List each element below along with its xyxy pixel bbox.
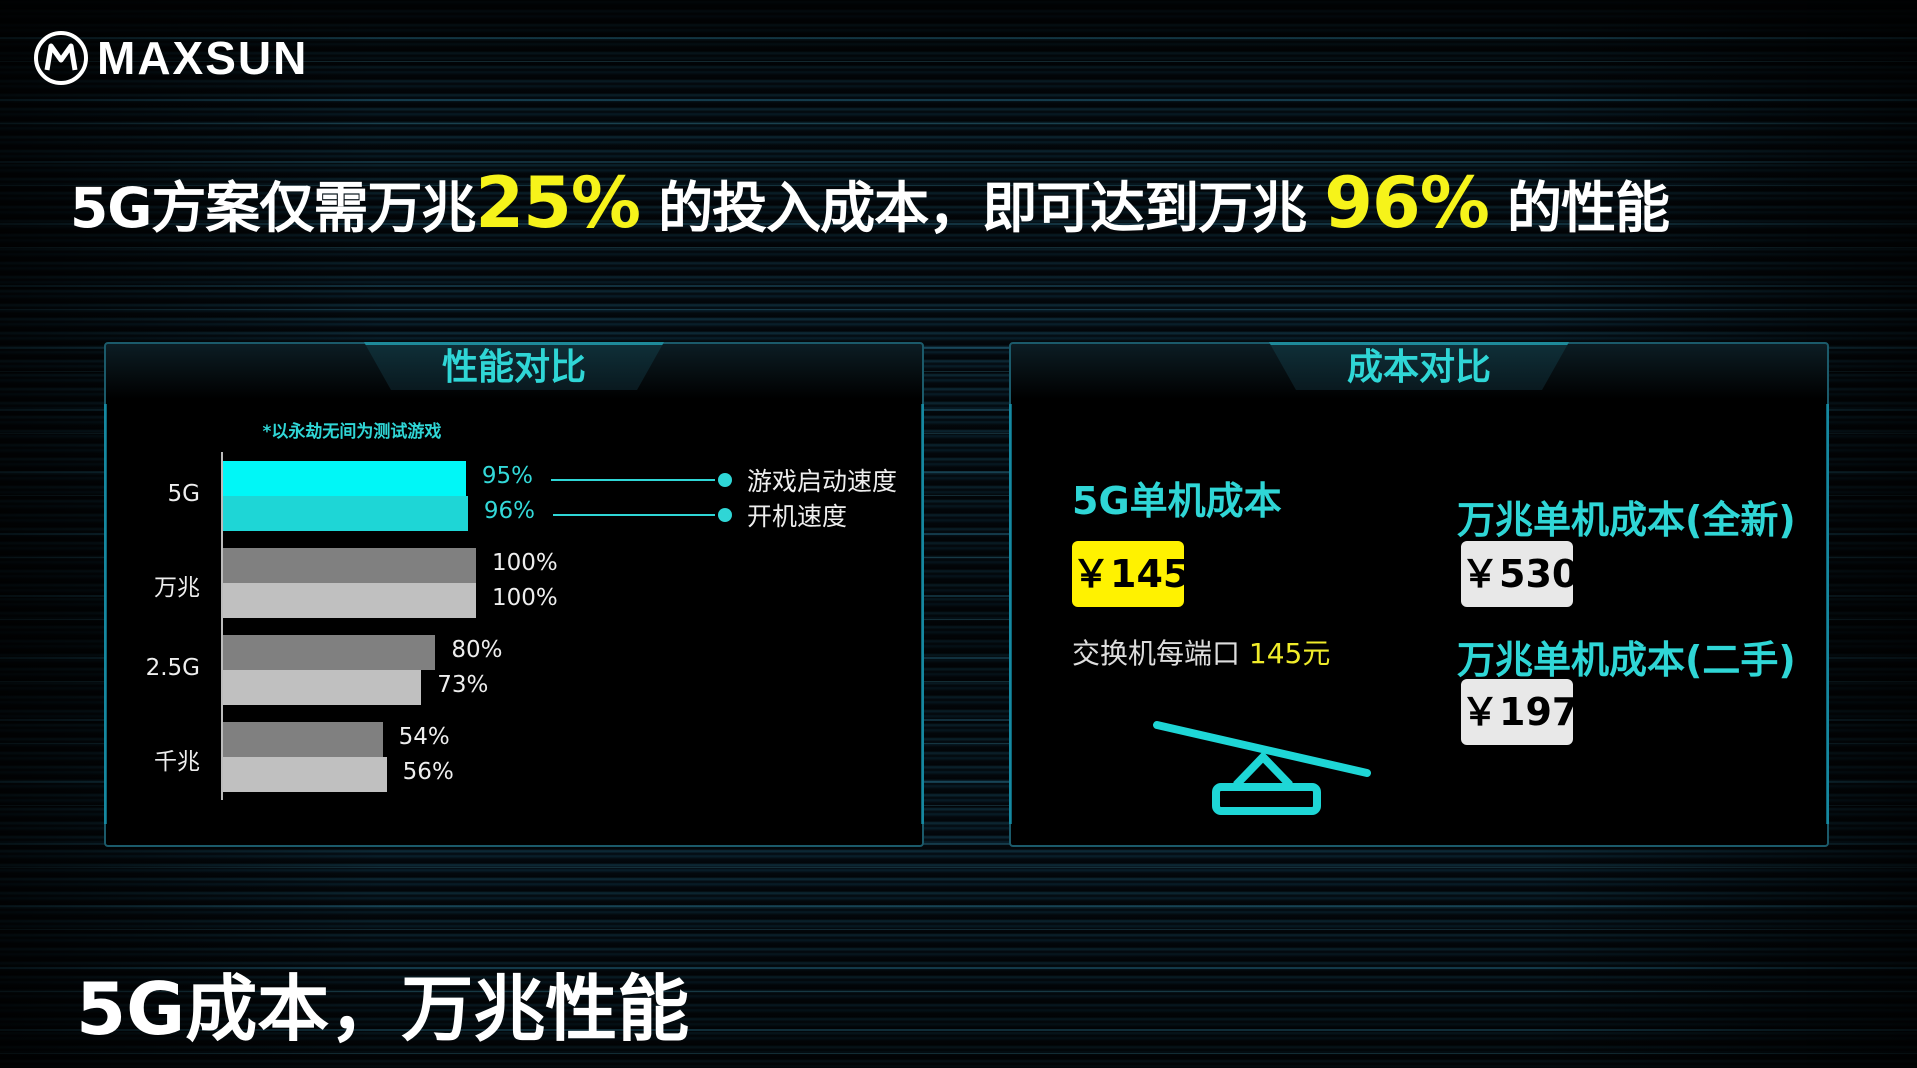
price-10g-used: ￥197 xyxy=(1461,679,1578,745)
desc-text: 交换机每端口 xyxy=(1072,637,1249,670)
seesaw-icon xyxy=(1153,721,1371,815)
value-label: 80% xyxy=(451,637,503,663)
category-label: 5G xyxy=(167,481,200,507)
bottom-title: 5G成本，万兆性能 xyxy=(76,967,690,1051)
maxsun-logo-icon xyxy=(34,31,88,85)
headline-text: 5G方案仅需万兆 xyxy=(70,176,476,240)
headline-highlight-cost: 25% xyxy=(475,162,641,244)
headline: 5G方案仅需万兆25% 的投入成本，即可达到万兆 96% 的性能 xyxy=(70,162,1670,244)
legend-label: 游戏启动速度 xyxy=(747,467,898,496)
bar-万兆-游戏启动速度 xyxy=(223,548,476,583)
value-label: 73% xyxy=(437,672,489,698)
price-5g: ￥145 xyxy=(1072,541,1189,607)
headline-text: 的投入成本，即可达到万兆 xyxy=(639,176,1325,240)
legend-dot xyxy=(718,508,732,522)
category-label: 万兆 xyxy=(154,575,200,601)
bar-万兆-开机速度 xyxy=(223,583,476,618)
legend-dot xyxy=(718,473,732,487)
value-label: 54% xyxy=(398,724,450,750)
bar-千兆-游戏启动速度 xyxy=(223,722,383,757)
legend-label: 开机速度 xyxy=(747,502,848,531)
legend-line xyxy=(550,479,715,481)
headline-text: 的性能 xyxy=(1488,176,1670,240)
bar-2.5G-开机速度 xyxy=(223,670,422,705)
value-label: 95% xyxy=(481,463,533,489)
performance-panel-title: 性能对比 xyxy=(441,347,586,388)
cost-label-5g: 5G单机成本 xyxy=(1072,479,1282,523)
category-label: 2.5G xyxy=(145,655,200,681)
value-label: 100% xyxy=(492,585,558,611)
chart-axis xyxy=(221,452,223,800)
category-label: 千兆 xyxy=(154,749,200,775)
cost-panel-title: 成本对比 xyxy=(1346,347,1491,388)
bar-千兆-开机速度 xyxy=(223,757,387,792)
cost-panel: 成本对比 xyxy=(1009,342,1829,847)
value-label: 100% xyxy=(492,550,558,576)
maxsun-logo: MAXSUN xyxy=(33,30,308,86)
price-10g-new: ￥530 xyxy=(1461,541,1578,607)
bar-5G-游戏启动速度 xyxy=(223,461,466,496)
desc-value: 145元 xyxy=(1248,637,1331,670)
value-label: 56% xyxy=(402,759,454,785)
legend-line xyxy=(552,514,715,516)
cost-description: 交换机每端口 145元 xyxy=(1072,632,1330,672)
bar-2.5G-游戏启动速度 xyxy=(223,635,436,670)
cost-label-10g-used: 万兆单机成本(二手) xyxy=(1457,638,1796,682)
logo-text: MAXSUN xyxy=(97,32,309,84)
chart-note: *以永劫无间为测试游戏 xyxy=(262,422,442,442)
headline-highlight-performance: 96% xyxy=(1324,162,1490,244)
bar-5G-开机速度 xyxy=(223,496,468,531)
value-label: 96% xyxy=(483,498,535,524)
cost-label-10g-new: 万兆单机成本(全新) xyxy=(1457,498,1796,542)
